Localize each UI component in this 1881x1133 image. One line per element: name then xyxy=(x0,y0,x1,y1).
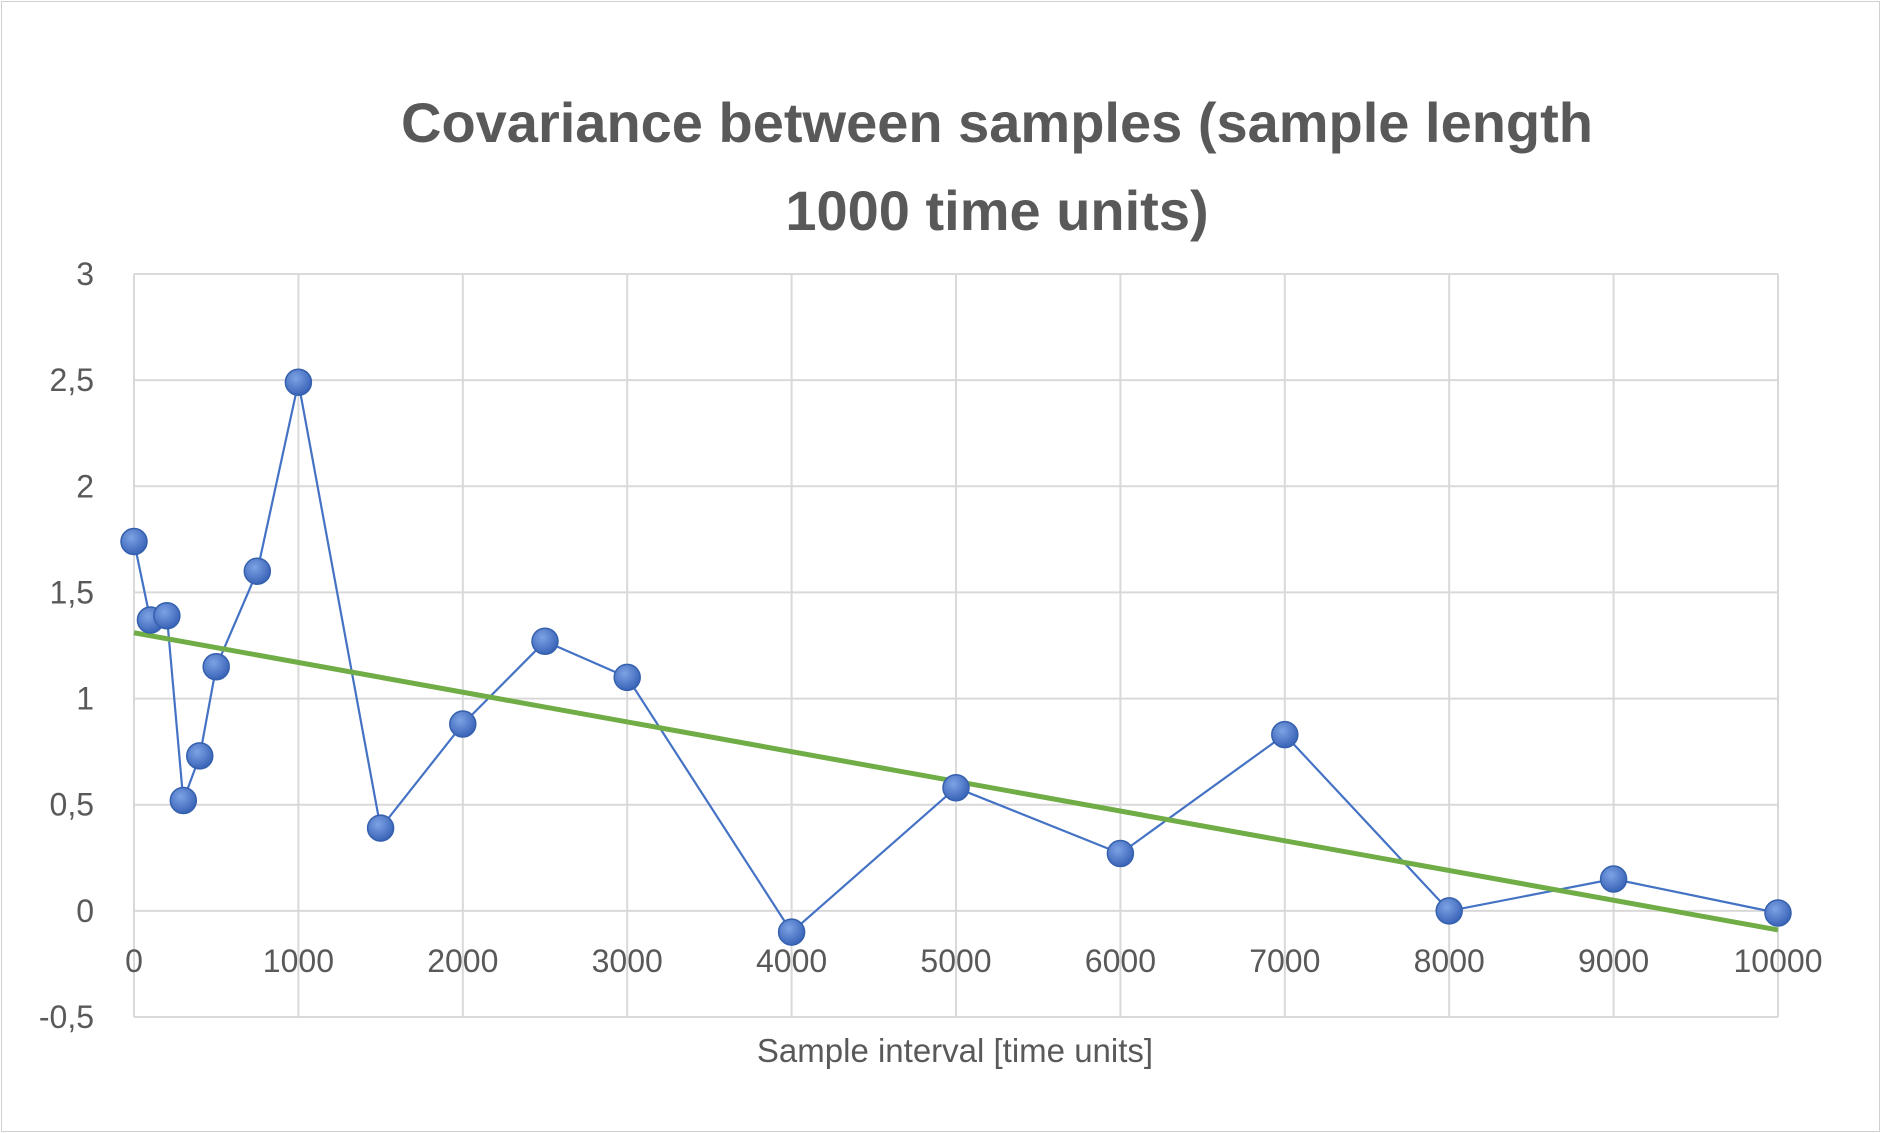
x-tick-label: 7000 xyxy=(1249,943,1320,979)
x-tick-label: 4000 xyxy=(756,943,827,979)
data-point xyxy=(449,710,477,738)
data-point xyxy=(153,602,181,630)
y-tick-label: 3 xyxy=(76,256,94,292)
gridlines xyxy=(133,273,1779,1018)
data-point xyxy=(1764,899,1792,927)
data-point xyxy=(202,652,230,681)
data-point xyxy=(942,773,970,802)
data-point xyxy=(243,557,272,585)
x-axis-tick-labels: 0 1000 2000 3000 4000 5000 6000 7000 8000 9000 100… xyxy=(125,943,1822,979)
chart-title: Covariance between samples (sample lengt… xyxy=(401,91,1593,242)
x-tick-label: 1000 xyxy=(263,943,334,979)
y-tick-label: -0,5 xyxy=(39,999,94,1035)
data-point xyxy=(284,368,313,397)
data-point xyxy=(1435,897,1463,925)
y-tick-label: 0 xyxy=(76,893,94,929)
data-point xyxy=(186,742,214,770)
x-tick-label: 6000 xyxy=(1085,943,1156,979)
data-point xyxy=(120,527,148,556)
x-tick-label: 9000 xyxy=(1578,943,1649,979)
data-markers xyxy=(120,368,1792,946)
data-point xyxy=(169,786,198,815)
y-tick-label: 2,5 xyxy=(50,362,94,398)
data-point xyxy=(613,663,641,692)
x-tick-label: 3000 xyxy=(592,943,663,979)
chart-title-line-2: 1000 time units) xyxy=(785,179,1208,242)
y-tick-label: 0,5 xyxy=(50,787,94,823)
data-point xyxy=(777,918,806,946)
x-tick-label: 8000 xyxy=(1414,943,1485,979)
x-tick-label: 2000 xyxy=(427,943,498,979)
data-point xyxy=(366,814,395,842)
data-point xyxy=(1271,720,1299,749)
x-tick-label: 5000 xyxy=(920,943,991,979)
chart-title-line-1: Covariance between samples (sample lengt… xyxy=(401,91,1593,154)
data-point xyxy=(1599,865,1628,893)
x-axis-label: Sample interval [time units] xyxy=(757,1032,1153,1069)
y-tick-label: 1 xyxy=(76,681,94,717)
x-tick-label: 10000 xyxy=(1734,943,1823,979)
data-point xyxy=(531,627,559,656)
y-tick-label: 2 xyxy=(76,468,94,504)
data-point xyxy=(1106,839,1135,868)
x-tick-label: 0 xyxy=(125,943,143,979)
y-axis-tick-labels: 3 2,5 2 1,5 1 0,5 0 -0,5 xyxy=(39,256,94,1035)
y-tick-label: 1,5 xyxy=(50,574,94,610)
